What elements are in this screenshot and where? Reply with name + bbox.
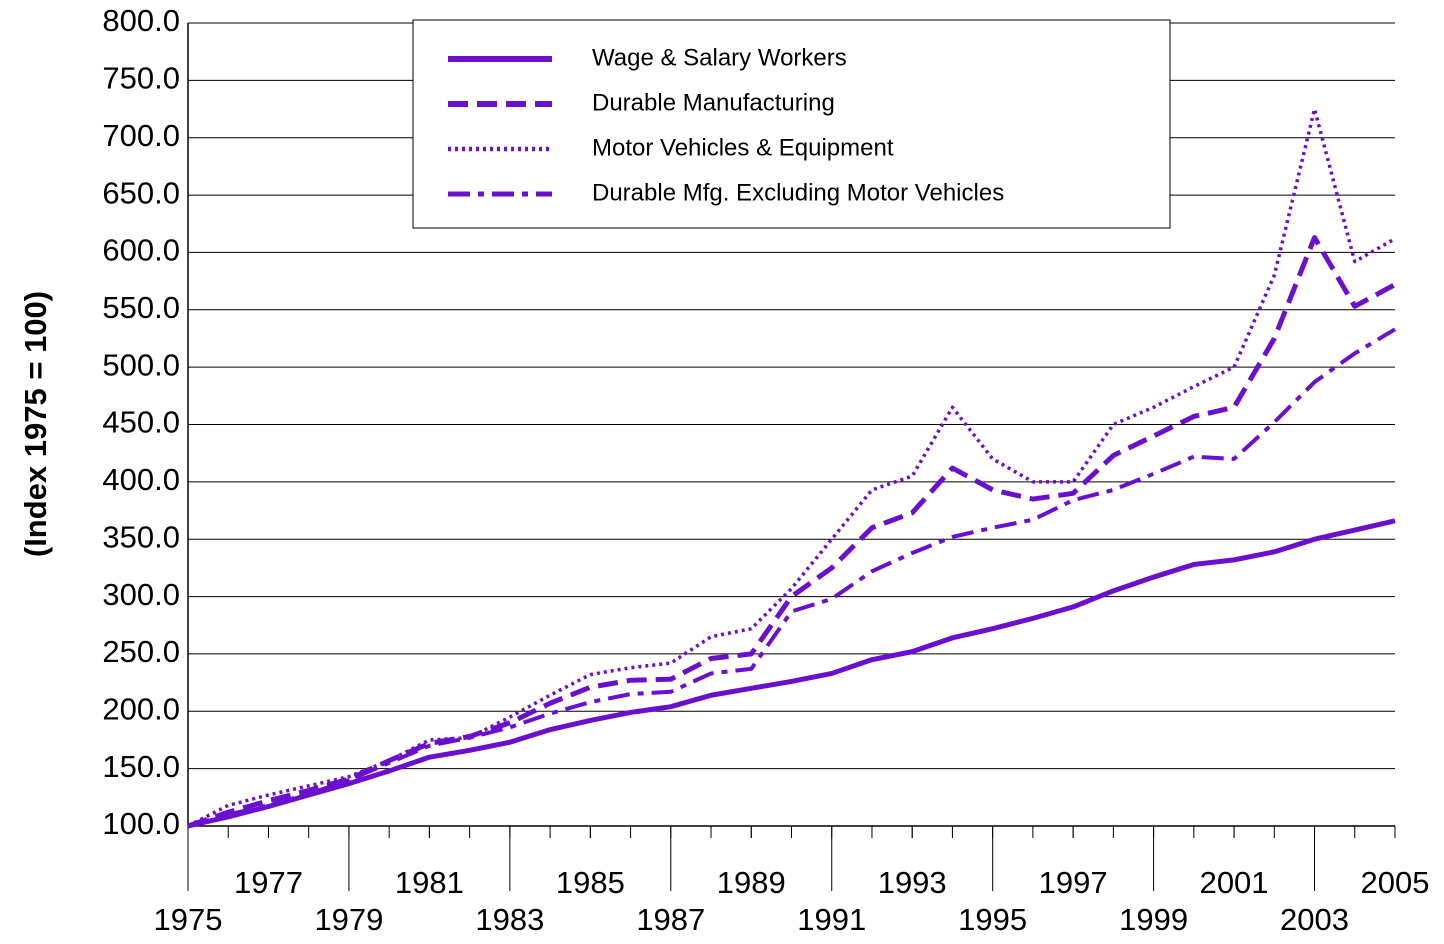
y-tick-label: 350.0 [102,519,180,554]
y-tick-label: 100.0 [102,806,180,841]
y-tick-label: 450.0 [102,405,180,440]
y-tick-label: 500.0 [102,347,180,382]
x-tick-label: 1977 [234,865,303,900]
x-tick-label: 2001 [1200,865,1269,900]
series-line [187,235,1397,829]
legend-label: Motor Vehicles & Equipment [592,134,894,161]
x-tick-label: 1983 [475,902,544,937]
x-tick-label: 1989 [717,865,786,900]
y-tick-label: 400.0 [102,462,180,497]
series-line [187,518,1396,829]
y-tick-label: 150.0 [102,749,180,784]
x-tick-label: 1979 [314,902,383,937]
legend-label: Wage & Salary Workers [592,44,847,71]
y-tick-label: 700.0 [102,118,180,153]
y-tick-label: 800.0 [102,3,180,38]
legend: Wage & Salary Workers Durable Manufacturi… [412,19,1171,229]
y-tick-label: 550.0 [102,290,180,325]
x-tick-label: 1993 [878,865,947,900]
y-tick-label: 750.0 [102,61,180,96]
x-tick-label: 2005 [1361,865,1430,900]
y-tick-label: 200.0 [102,691,180,726]
y-tick-label: 600.0 [102,233,180,268]
y-tick-label: 250.0 [102,634,180,669]
x-tick-label: 1981 [395,865,464,900]
legend-label: Durable Manufacturing [592,89,835,116]
x-tick-label: 1995 [958,902,1027,937]
x-tick-label: 1991 [797,902,866,937]
y-axis-label: (Index 1975 = 100) [18,291,53,557]
x-tick-label: 1987 [636,902,705,937]
x-tick-label: 1997 [1039,865,1108,900]
series-line [187,107,1396,828]
x-tick-label: 1999 [1119,902,1188,937]
x-tick-label: 2003 [1280,902,1349,937]
series-line [187,327,1397,828]
y-tick-label: 300.0 [102,577,180,612]
legend-label: Durable Mfg. Excluding Motor Vehicles [592,179,1004,206]
x-tick-label: 1985 [556,865,625,900]
x-tick-label: 1975 [154,902,223,937]
y-tick-label: 650.0 [102,175,180,210]
